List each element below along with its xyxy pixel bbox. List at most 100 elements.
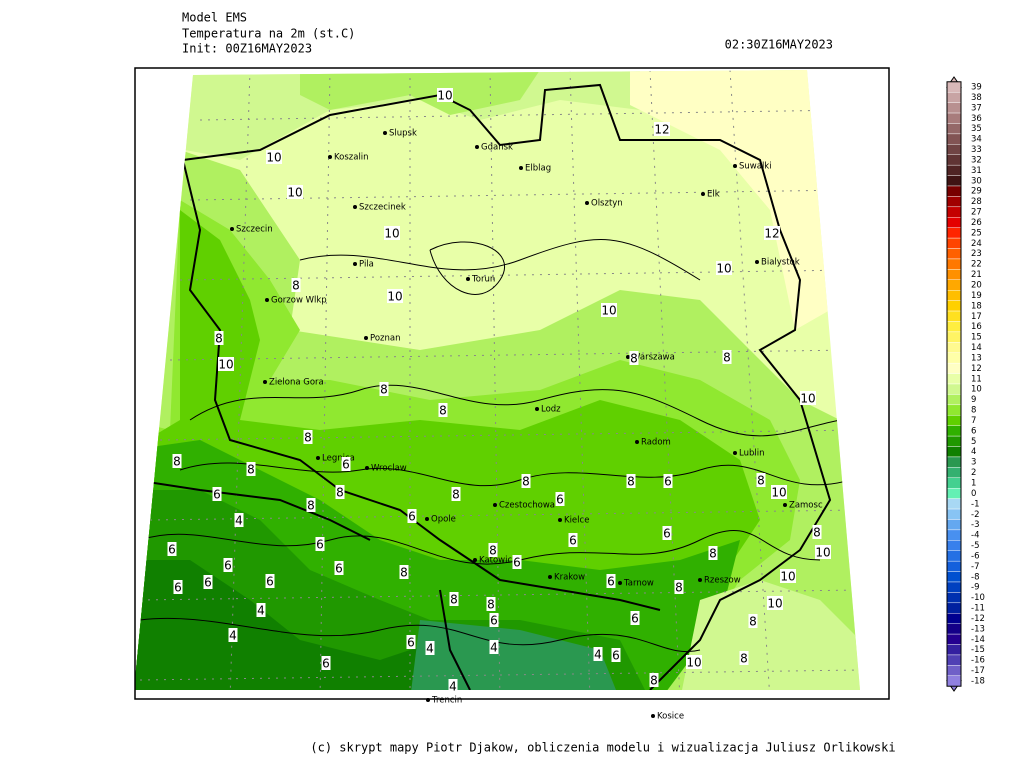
legend-label: -18	[971, 677, 985, 687]
contour-label-box	[303, 430, 313, 444]
contour-label-box	[812, 525, 822, 539]
contour-label-box	[173, 580, 183, 594]
contour-label-box	[593, 647, 603, 661]
contour-label: 10	[218, 358, 233, 372]
city-label: Kosice	[657, 712, 684, 722]
contour-label-box	[488, 543, 498, 557]
contour-label-box	[287, 185, 303, 199]
city-dot	[635, 440, 639, 444]
zone-10	[185, 70, 640, 160]
contour-label-box	[449, 592, 459, 606]
contour-label: 6	[407, 636, 415, 650]
contour-label-box	[379, 382, 389, 396]
contour-label: 8	[487, 598, 495, 612]
legend-swatch	[946, 248, 962, 260]
zone-10-se	[680, 580, 860, 690]
city-dot	[651, 714, 655, 718]
legend-label: -12	[971, 614, 985, 624]
city-layer: Slupsk Gdansk Koszalin Elblag Suwalki Szczeci…	[230, 129, 823, 722]
legend-swatch	[946, 665, 962, 676]
legend-label: -11	[971, 604, 985, 614]
contour-label: 8	[215, 332, 223, 346]
legend-label: 5	[971, 437, 976, 447]
contour-label-box	[555, 492, 565, 506]
city-dot	[475, 145, 479, 149]
contour-label: 8	[675, 581, 683, 595]
contour-label-box	[629, 351, 639, 365]
legend-label: -14	[971, 635, 985, 645]
legend-swatch	[946, 227, 962, 239]
city-dot	[466, 277, 470, 281]
contour-label-box	[212, 487, 222, 501]
contour-label: 6	[490, 614, 498, 628]
city-label: Olsztyn	[591, 199, 623, 209]
legend-label: 30	[971, 176, 982, 186]
legend-label: 25	[971, 228, 982, 238]
legend-label: -1	[971, 499, 979, 509]
legend-swatch	[946, 321, 962, 333]
legend-label: 9	[971, 395, 976, 405]
legend-swatch	[946, 488, 962, 499]
contour-label-box	[265, 574, 275, 588]
contour-label: 4	[257, 604, 265, 618]
contour-label-box	[334, 561, 344, 575]
contour-label-box	[800, 391, 816, 405]
contour-label: 10	[716, 262, 731, 276]
city-label: Pila	[359, 260, 374, 270]
legend-label: 1	[971, 479, 976, 489]
contour-label-box	[756, 473, 766, 487]
city-label: Lodz	[541, 405, 561, 415]
contour-label-box	[406, 635, 416, 649]
legend-swatch	[946, 456, 962, 468]
legend-swatch	[946, 331, 962, 343]
legend-swatch	[946, 498, 962, 510]
city-label: Poznan	[370, 334, 400, 344]
city-label: Szczecin	[236, 225, 273, 235]
contour-label: 10	[767, 597, 782, 611]
contour-label-box	[486, 597, 496, 611]
legend-label: 28	[971, 197, 982, 207]
legend-swatch	[946, 592, 962, 604]
contour-label-box	[387, 289, 403, 303]
city-label: Suwalki	[739, 162, 772, 172]
contour-label-box	[341, 457, 351, 471]
city-dot	[733, 164, 737, 168]
contour-label: 8	[757, 474, 765, 488]
model-title: Model EMS	[182, 11, 247, 25]
legend-label: 35	[971, 124, 982, 134]
legend-label: 17	[971, 312, 982, 322]
legend-label: 18	[971, 301, 982, 311]
legend-swatch	[946, 164, 962, 176]
init-time: Init: 00Z16MAY2023	[182, 42, 312, 56]
temperature-field	[135, 70, 860, 690]
color-legend: 3938373635343332313029282726252423222120…	[946, 76, 985, 692]
city-dot	[626, 355, 630, 359]
contour-label: 10	[686, 656, 701, 670]
contour-label: 4	[449, 680, 457, 694]
city-label: Kielce	[564, 516, 589, 526]
legend-swatch	[946, 175, 962, 187]
contour-label: 6	[607, 575, 615, 589]
contour-label: 12	[764, 227, 779, 241]
city-label: Lublin	[739, 449, 764, 459]
borders	[135, 83, 832, 690]
city-dot	[535, 407, 539, 411]
contour-label-box	[630, 611, 640, 625]
contour-label: 10	[601, 304, 616, 318]
legend-label: 10	[971, 385, 982, 395]
legend-swatch	[946, 435, 962, 447]
contour-label: 8	[173, 455, 181, 469]
legend-label: -13	[971, 624, 985, 634]
legend-swatch	[946, 467, 962, 478]
contour-label: 10	[387, 290, 402, 304]
city-dot	[426, 698, 430, 702]
contour-label-box	[306, 498, 316, 512]
city-dot	[701, 192, 705, 196]
city-label: Gdansk	[481, 143, 513, 153]
contour-label: 10	[800, 392, 815, 406]
contour-label-box	[716, 261, 732, 275]
legend-swatch	[946, 613, 962, 624]
legend-swatch	[946, 185, 962, 197]
city-dot	[585, 201, 589, 205]
legend-swatch	[946, 290, 962, 301]
